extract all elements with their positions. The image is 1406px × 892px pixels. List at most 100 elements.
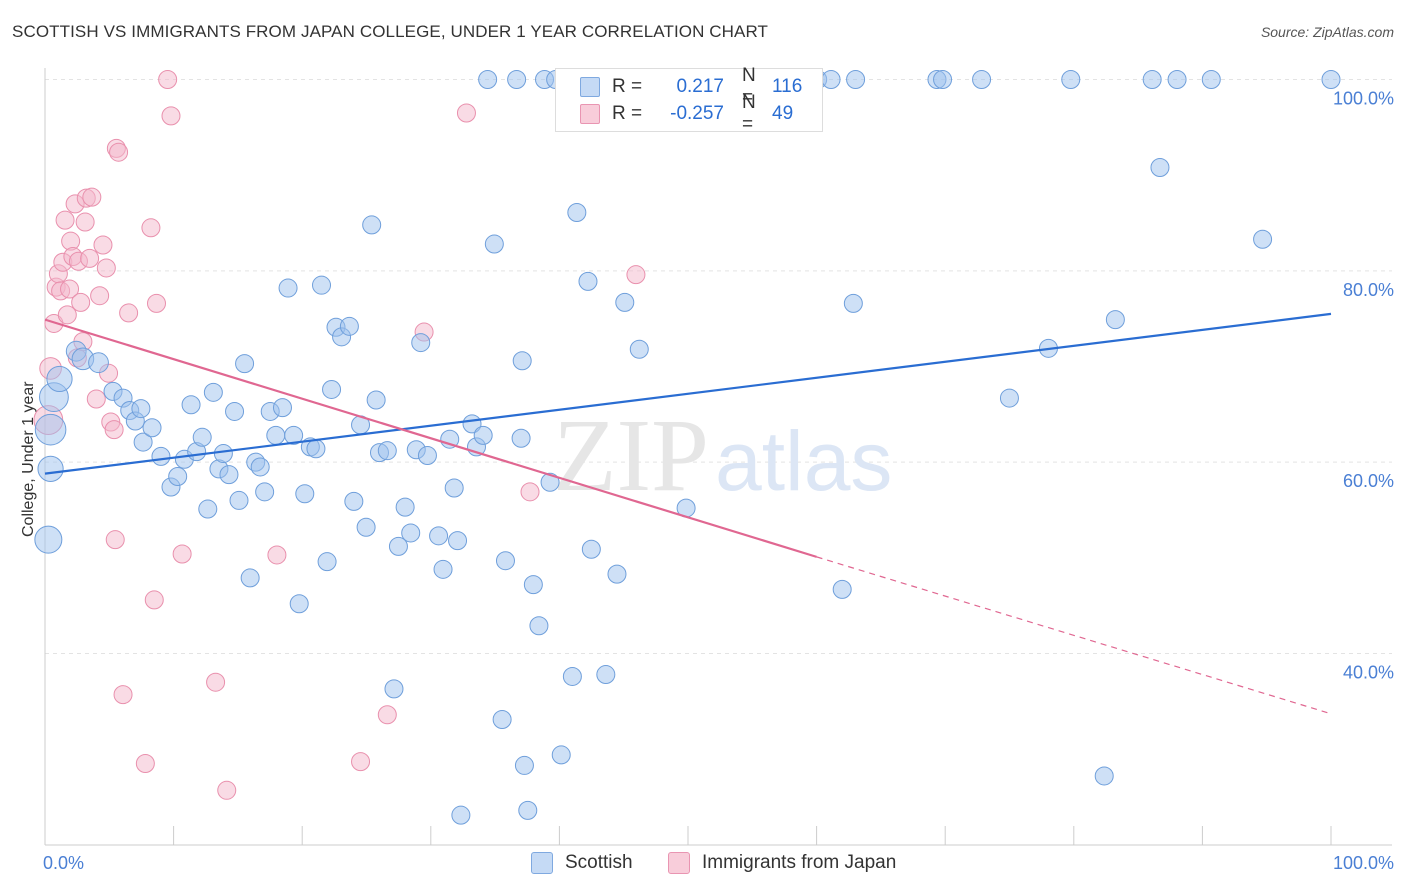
- legend-swatch-japan: [580, 104, 600, 124]
- scottish-point: [322, 379, 342, 399]
- scottish-point: [266, 425, 286, 445]
- scottish-point: [843, 293, 863, 313]
- japan-point: [161, 106, 181, 126]
- scottish-point: [511, 428, 531, 448]
- legend-n-label: N =: [742, 92, 756, 135]
- scottish-point: [356, 517, 376, 537]
- scottish-point: [339, 316, 359, 336]
- scottish-point: [478, 70, 498, 89]
- japan-point: [82, 187, 102, 207]
- scottish-point: [1253, 229, 1273, 249]
- scottish-point: [198, 499, 218, 519]
- scottish-point: [366, 390, 386, 410]
- japan-point: [141, 218, 161, 238]
- scottish-point: [225, 401, 245, 421]
- legend-swatch-scottish: [580, 77, 600, 97]
- japan-point: [96, 258, 116, 278]
- japan-point: [71, 292, 91, 312]
- scottish-point: [192, 427, 212, 447]
- scottish-point: [473, 425, 493, 445]
- japan-point: [60, 279, 80, 299]
- legend-item-japan[interactable]: Immigrants from Japan: [668, 852, 896, 874]
- scottish-point: [213, 444, 233, 464]
- watermark-zip: ZIP: [553, 398, 709, 513]
- scottish-point: [514, 755, 534, 775]
- scottish-point: [518, 800, 538, 820]
- scottish-point: [429, 526, 449, 546]
- scottish-point: [229, 490, 249, 510]
- scottish-trend-line: [44, 312, 1332, 475]
- japan-point: [135, 754, 155, 774]
- scottish-point: [384, 679, 404, 699]
- scottish-point: [933, 70, 953, 89]
- japan-point: [119, 303, 139, 323]
- scottish-point: [278, 278, 298, 298]
- legend-r-value: -0.257: [670, 103, 724, 124]
- japan-point: [104, 420, 124, 440]
- legend-n-label: N =: [742, 65, 756, 108]
- x-tick-label: 0.0%: [43, 853, 84, 873]
- japan-point: [172, 544, 192, 564]
- japan-point: [57, 305, 77, 325]
- legend-label-scottish: Scottish: [565, 852, 633, 873]
- japan-point: [80, 248, 100, 268]
- series-legend: Scottish Immigrants from Japan: [0, 852, 1406, 878]
- scottish-point: [411, 333, 431, 353]
- scottish-point: [1321, 70, 1341, 89]
- scottish-point: [1094, 766, 1114, 786]
- chart-title: SCOTTISH VS IMMIGRANTS FROM JAPAN COLLEG…: [12, 22, 769, 41]
- y-tick-label: 60.0%: [1343, 471, 1394, 491]
- scottish-point: [312, 275, 332, 295]
- japan-point: [158, 70, 178, 89]
- japan-trend-extension: [816, 556, 1332, 715]
- japan-point: [267, 545, 287, 565]
- japan-point: [93, 235, 113, 255]
- scottish-point: [551, 745, 571, 765]
- scottish-point: [317, 552, 337, 572]
- japan-point: [109, 142, 129, 162]
- japan-point: [206, 672, 226, 692]
- scottish-point: [484, 234, 504, 254]
- scottish-point: [999, 388, 1019, 408]
- scottish-point: [284, 425, 304, 445]
- scottish-point: [1142, 70, 1162, 89]
- scottish-point: [507, 70, 527, 89]
- scottish-point: [523, 575, 543, 595]
- japan-point: [146, 293, 166, 313]
- scottish-point: [1105, 310, 1125, 330]
- scottish-point: [540, 472, 560, 492]
- scottish-point: [433, 559, 453, 579]
- scottish-point: [362, 215, 382, 235]
- axes: [44, 68, 1392, 846]
- scottish-point: [34, 413, 67, 446]
- scottish-point: [581, 539, 601, 559]
- scottish-point: [972, 70, 992, 89]
- scottish-point: [401, 523, 421, 543]
- japan-point: [626, 265, 646, 285]
- source-label: Source: ZipAtlas.com: [1260, 24, 1394, 40]
- scottish-point: [133, 432, 153, 452]
- tick-labels: 100.0% 80.0% 60.0% 40.0% 0.0% 100.0%: [43, 89, 1394, 874]
- legend-row-japan: R = -0.257 N = 49: [580, 92, 812, 135]
- japan-point: [113, 685, 133, 705]
- y-tick-label: 100.0%: [1333, 89, 1394, 109]
- stats-legend: R = 0.217 N = 116 R = -0.257 N = 49: [555, 65, 823, 135]
- scottish-point: [219, 465, 239, 485]
- legend-swatch-japan: [668, 852, 690, 874]
- scottish-point: [596, 665, 616, 685]
- japan-point: [520, 482, 540, 502]
- scottish-point: [417, 445, 437, 465]
- trend-lines: [44, 312, 1332, 715]
- scottish-point: [142, 418, 162, 438]
- scottish-point: [451, 805, 471, 825]
- scottish-point: [529, 616, 549, 636]
- japan-point: [351, 752, 371, 772]
- scottish-point: [131, 399, 151, 419]
- legend-n-value: 116: [772, 76, 803, 97]
- scottish-point: [567, 202, 587, 222]
- scottish-point: [240, 568, 260, 588]
- scottish-point: [151, 446, 171, 466]
- legend-item-scottish[interactable]: Scottish: [531, 852, 633, 874]
- scottish-point: [448, 531, 468, 551]
